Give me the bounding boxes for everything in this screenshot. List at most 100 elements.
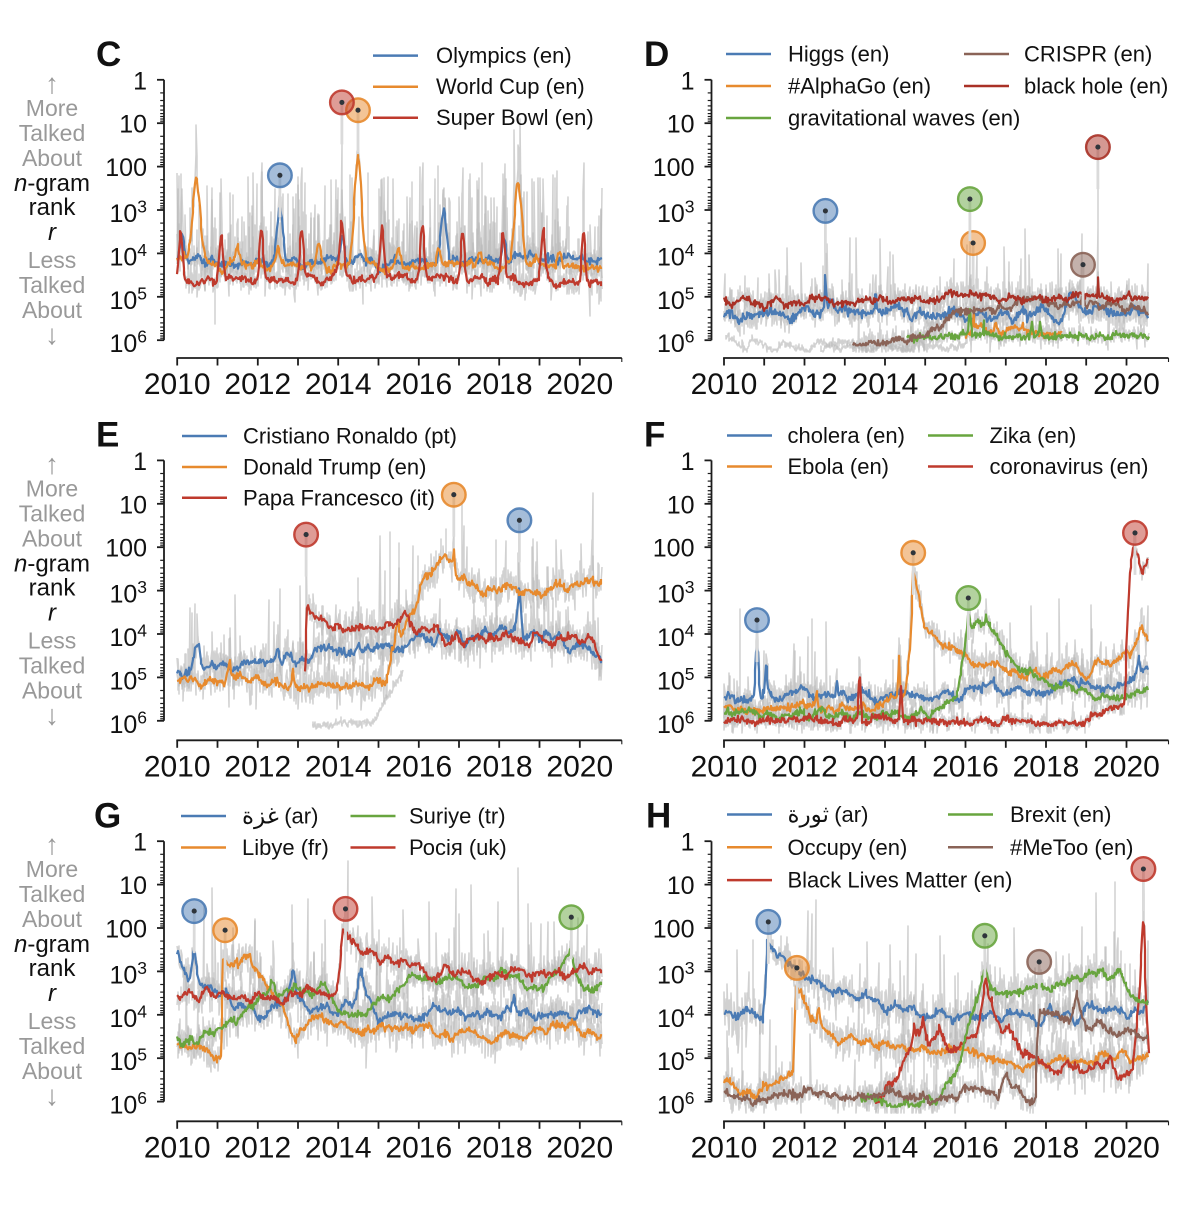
svg-text:Libye (fr): Libye (fr): [242, 835, 329, 860]
svg-text:Occupy (en): Occupy (en): [788, 835, 908, 860]
svg-text:1: 1: [681, 448, 695, 476]
svg-text:2018: 2018: [466, 368, 533, 401]
svg-text:2010: 2010: [691, 750, 758, 783]
svg-text:Black Lives Matter (en): Black Lives Matter (en): [788, 868, 1013, 893]
svg-text:2010: 2010: [144, 368, 211, 401]
svg-text:Talked: Talked: [19, 652, 85, 678]
svg-text:2012: 2012: [771, 368, 838, 401]
svg-text:r: r: [48, 980, 57, 1007]
svg-text:rank: rank: [29, 955, 77, 982]
svg-text:100: 100: [653, 154, 695, 182]
svg-text:1: 1: [133, 67, 147, 95]
svg-text:Donald Trump (en): Donald Trump (en): [243, 455, 426, 480]
svg-text:rank: rank: [29, 574, 77, 601]
svg-text:CRISPR (en): CRISPR (en): [1024, 42, 1152, 67]
svg-text:(ar): (ar): [834, 802, 868, 827]
svg-text:More: More: [26, 475, 78, 501]
svg-text:gravitational waves (en): gravitational waves (en): [788, 106, 1020, 131]
svg-text:2018: 2018: [466, 750, 533, 783]
svg-text:2016: 2016: [385, 368, 452, 401]
svg-text:rank: rank: [29, 194, 77, 221]
svg-text:1: 1: [133, 829, 147, 857]
svg-text:About: About: [22, 297, 83, 323]
svg-text:2012: 2012: [224, 750, 291, 783]
svg-text:Papa Francesco (it): Papa Francesco (it): [243, 485, 435, 510]
svg-text:100: 100: [105, 154, 147, 182]
svg-text:2012: 2012: [224, 368, 291, 401]
svg-text:2020: 2020: [546, 750, 613, 783]
svg-text:Talked: Talked: [19, 1033, 85, 1059]
svg-text:2016: 2016: [932, 368, 999, 401]
svg-text:Talked: Talked: [19, 120, 85, 146]
svg-text:F: F: [644, 416, 665, 455]
svg-text:#AlphaGo (en): #AlphaGo (en): [788, 74, 931, 99]
svg-text:2010: 2010: [691, 1131, 758, 1164]
svg-text:G: G: [94, 797, 121, 836]
svg-text:10: 10: [667, 491, 695, 519]
svg-text:(ar): (ar): [284, 804, 318, 829]
svg-text:2018: 2018: [1013, 1131, 1080, 1164]
svg-text:2012: 2012: [771, 1131, 838, 1164]
svg-text:2014: 2014: [852, 368, 919, 401]
svg-text:↓: ↓: [45, 319, 59, 350]
svg-text:2018: 2018: [1013, 368, 1080, 401]
svg-text:10: 10: [119, 872, 147, 900]
svg-text:2018: 2018: [466, 1131, 533, 1164]
svg-text:Less: Less: [28, 247, 77, 273]
svg-text:2016: 2016: [932, 750, 999, 783]
svg-text:n-gram: n-gram: [14, 170, 90, 197]
svg-text:100: 100: [653, 535, 695, 563]
svg-text:2016: 2016: [932, 1131, 999, 1164]
svg-text:About: About: [22, 145, 83, 171]
svg-text:10: 10: [667, 872, 695, 900]
svg-text:Olympics (en): Olympics (en): [436, 43, 572, 68]
svg-text:Zika (en): Zika (en): [990, 423, 1077, 448]
svg-text:2020: 2020: [546, 1131, 613, 1164]
svg-text:r: r: [48, 599, 57, 626]
svg-text:Less: Less: [28, 627, 77, 653]
svg-text:2016: 2016: [385, 1131, 452, 1164]
svg-text:100: 100: [653, 916, 695, 944]
svg-text:2014: 2014: [305, 1131, 372, 1164]
svg-text:2018: 2018: [1013, 750, 1080, 783]
svg-text:2010: 2010: [144, 1131, 211, 1164]
svg-text:r: r: [48, 219, 57, 246]
svg-text:Talked: Talked: [19, 272, 85, 298]
svg-text:D: D: [644, 35, 669, 74]
svg-text:cholera (en): cholera (en): [788, 423, 905, 448]
svg-text:2020: 2020: [546, 368, 613, 401]
svg-text:2012: 2012: [224, 1131, 291, 1164]
svg-text:↑: ↑: [45, 68, 59, 99]
svg-text:2014: 2014: [305, 368, 372, 401]
svg-text:n-gram: n-gram: [14, 931, 90, 958]
svg-text:black hole (en): black hole (en): [1024, 74, 1168, 99]
svg-text:1: 1: [681, 67, 695, 95]
svg-text:100: 100: [105, 535, 147, 563]
svg-text:C: C: [96, 35, 121, 74]
svg-text:Росія (uk): Росія (uk): [409, 835, 507, 860]
svg-text:Ebola (en): Ebola (en): [788, 454, 890, 479]
svg-text:2014: 2014: [852, 750, 919, 783]
svg-text:Super Bowl (en): Super Bowl (en): [436, 105, 594, 130]
svg-text:Less: Less: [28, 1008, 77, 1034]
svg-text:100: 100: [105, 916, 147, 944]
svg-text:2020: 2020: [1093, 368, 1160, 401]
svg-text:↑: ↑: [45, 829, 59, 860]
svg-text:103: 103: [109, 197, 147, 229]
svg-text:Cristiano Ronaldo (pt): Cristiano Ronaldo (pt): [243, 424, 457, 449]
svg-text:Suriye (tr): Suriye (tr): [409, 804, 506, 829]
svg-text:2010: 2010: [691, 368, 758, 401]
svg-text:More: More: [26, 856, 78, 882]
svg-text:World Cup (en): World Cup (en): [436, 74, 585, 99]
svg-text:n-gram: n-gram: [14, 550, 90, 577]
svg-text:About: About: [22, 1058, 83, 1084]
svg-text:10: 10: [119, 111, 147, 139]
svg-text:coronavirus (en): coronavirus (en): [990, 454, 1149, 479]
svg-text:2014: 2014: [305, 750, 372, 783]
svg-text:2020: 2020: [1093, 1131, 1160, 1164]
svg-text:↑: ↑: [45, 448, 59, 479]
svg-text:About: About: [22, 677, 83, 703]
svg-text:10: 10: [667, 111, 695, 139]
svg-text:105: 105: [657, 664, 695, 696]
svg-text:E: E: [96, 416, 119, 455]
